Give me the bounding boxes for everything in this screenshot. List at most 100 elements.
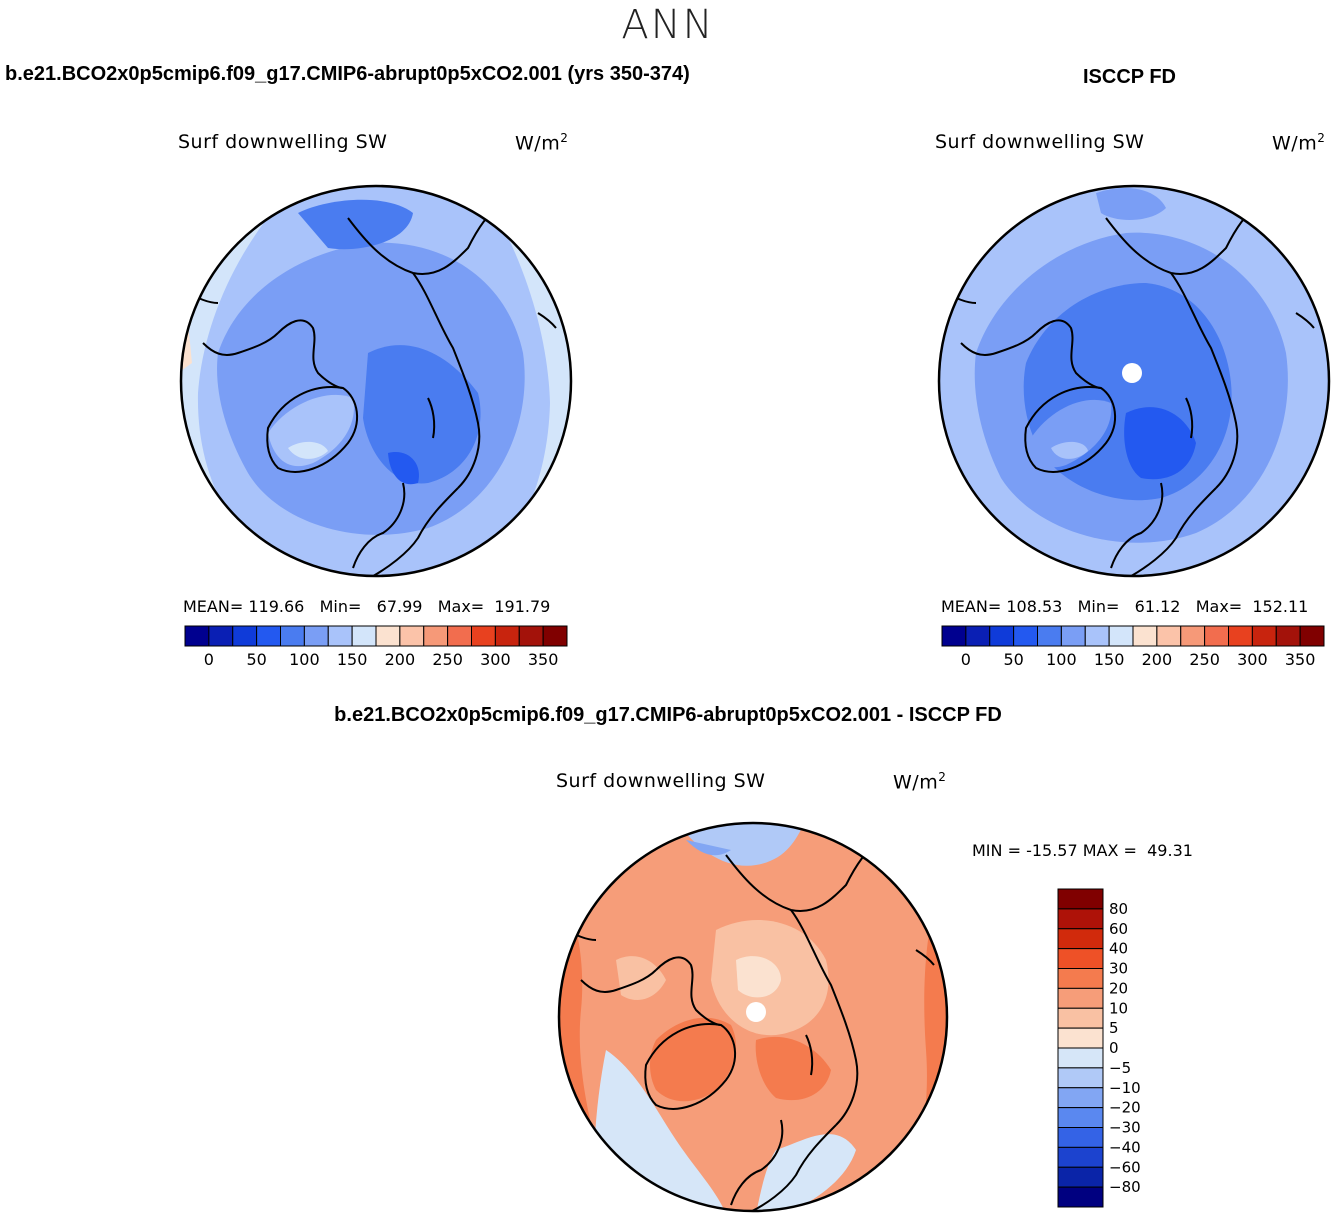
diff-colorbar-tick-label: 60 [1109, 920, 1128, 938]
model-colorbar-box [232, 625, 258, 647]
model-mean-label: MEAN= [183, 597, 244, 616]
model-colorbar-box [256, 625, 281, 647]
obs-colorbar-box [1204, 625, 1229, 647]
diff-colorbar-box [1057, 1027, 1104, 1049]
diff-colorbar-box [1057, 908, 1104, 930]
model-colorbar-tick-label: 150 [337, 650, 368, 669]
model-variable-label: Surf downwelling SW [178, 131, 388, 153]
obs-panel-title: ISCCP FD [1083, 66, 1176, 88]
model-colorbar-tick-label: 100 [289, 650, 320, 669]
diff-colorbar-tick-label: 80 [1109, 900, 1128, 918]
obs-min-label: Min= [1077, 597, 1120, 616]
model-colorbar-box [303, 625, 329, 647]
model-colorbar-box [208, 625, 234, 647]
obs-mean-label: MEAN= [941, 597, 1002, 616]
diff-colorbar-tick-label: 0 [1109, 1039, 1119, 1057]
diff-units-label: W/m2 [893, 770, 947, 794]
model-colorbar-box [518, 625, 544, 647]
diff-colorbar-box [1057, 1166, 1104, 1188]
model-colorbar: 0 50 100 150 200 250 300 350 [184, 625, 568, 669]
diff-colorbar-box [1057, 1087, 1104, 1109]
obs-max-value: 152.11 [1252, 597, 1309, 616]
obs-colorbar-tick-label: 150 [1094, 650, 1125, 669]
diff-min-value: -15.57 [1026, 841, 1078, 860]
diff-min-label: MIN = [972, 841, 1021, 860]
diff-colorbar-box [1057, 928, 1104, 950]
model-units-label: W/m2 [515, 131, 569, 155]
obs-colorbar-tick-label: 0 [961, 650, 971, 669]
obs-colorbar-box [989, 625, 1015, 647]
model-stats: MEAN= 119.66 Min= 67.99 Max= 191.79 [183, 597, 550, 616]
diff-colorbar-box [1057, 1067, 1104, 1089]
obs-colorbar-box [1156, 625, 1182, 647]
obs-colorbar-tick-label: 200 [1142, 650, 1173, 669]
obs-max-label: Max= [1195, 597, 1243, 616]
diff-colorbar-tick-label: −5 [1109, 1059, 1131, 1077]
obs-colorbar-box [1180, 625, 1206, 647]
diff-colorbar-tick-label: −80 [1109, 1178, 1141, 1196]
obs-colorbar-tick-label: 300 [1237, 650, 1268, 669]
obs-colorbar-box [1251, 625, 1277, 647]
obs-colorbar-tick-label: 350 [1285, 650, 1316, 669]
obs-min-value: 61.12 [1134, 597, 1181, 616]
diff-colorbar-box [1057, 888, 1104, 910]
model-min-value: 67.99 [376, 597, 423, 616]
obs-colorbar-box [1060, 625, 1086, 647]
obs-colorbar-box [1037, 625, 1062, 647]
model-max-value: 191.79 [494, 597, 551, 616]
diff-max-label: MAX = [1082, 841, 1137, 860]
diff-colorbar-tick-label: 30 [1109, 960, 1128, 978]
model-colorbar-tick-label: 0 [204, 650, 214, 669]
obs-polar-map [937, 184, 1331, 578]
obs-colorbar-box [1275, 625, 1301, 647]
obs-colorbar-box [941, 625, 967, 647]
diff-colorbar-box [1057, 1107, 1104, 1128]
model-colorbar-tick-label: 300 [480, 650, 511, 669]
diff-variable-label: Surf downwelling SW [556, 770, 766, 792]
model-colorbar-box [471, 625, 496, 647]
model-colorbar-box [494, 625, 520, 647]
model-colorbar-box [423, 625, 449, 647]
obs-colorbar-box [1132, 625, 1158, 647]
diff-colorbar-tick-label: 10 [1109, 999, 1128, 1017]
diff-colorbar-tick-label: 40 [1109, 940, 1128, 958]
obs-colorbar-tick-label: 250 [1189, 650, 1220, 669]
obs-colorbar-box [1013, 625, 1038, 647]
diff-colorbar-tick-label: 20 [1109, 979, 1128, 997]
obs-variable-label: Surf downwelling SW [935, 131, 1145, 153]
model-colorbar-tick-label: 350 [528, 650, 559, 669]
model-min-label: Min= [319, 597, 362, 616]
diff-colorbar-tick-label: −10 [1109, 1079, 1141, 1097]
obs-stats: MEAN= 108.53 Min= 61.12 Max= 152.11 [941, 597, 1308, 616]
model-max-label: Max= [437, 597, 485, 616]
model-colorbar-tick-label: 50 [246, 650, 266, 669]
model-colorbar-tick-label: 250 [432, 650, 463, 669]
model-colorbar-box [542, 625, 568, 647]
model-colorbar-box [375, 625, 401, 647]
diff-colorbar-tick-label: 5 [1109, 1019, 1119, 1037]
model-colorbar-box [280, 625, 305, 647]
diff-colorbar-tick-label: −40 [1109, 1138, 1141, 1156]
diff-max-value: 49.31 [1147, 841, 1193, 860]
diff-panel-title: b.e21.BCO2x0p5cmip6.f09_g17.CMIP6-abrupt… [334, 704, 1002, 726]
model-panel-title: b.e21.BCO2x0p5cmip6.f09_g17.CMIP6-abrupt… [5, 63, 690, 85]
obs-colorbar-box [1084, 625, 1110, 647]
model-mean-value: 119.66 [248, 597, 305, 616]
diff-colorbar-box [1057, 968, 1104, 989]
obs-units-label: W/m2 [1272, 131, 1326, 155]
diff-colorbar-tick-label: −30 [1109, 1119, 1141, 1137]
obs-colorbar-box [1228, 625, 1253, 647]
diff-colorbar-box [1057, 1127, 1104, 1148]
diff-colorbar-box [1057, 1146, 1104, 1168]
obs-colorbar-tick-label: 100 [1046, 650, 1077, 669]
obs-mean-value: 108.53 [1006, 597, 1063, 616]
diff-colorbar-tick-label: −60 [1109, 1158, 1141, 1176]
diff-colorbar-box [1057, 1186, 1104, 1208]
obs-colorbar-box [1299, 625, 1325, 647]
model-colorbar-box [351, 625, 377, 647]
model-polar-map [179, 184, 573, 578]
diff-colorbar-box [1057, 1047, 1104, 1069]
obs-colorbar-box [1108, 625, 1134, 647]
diff-colorbar-box [1057, 1007, 1104, 1029]
